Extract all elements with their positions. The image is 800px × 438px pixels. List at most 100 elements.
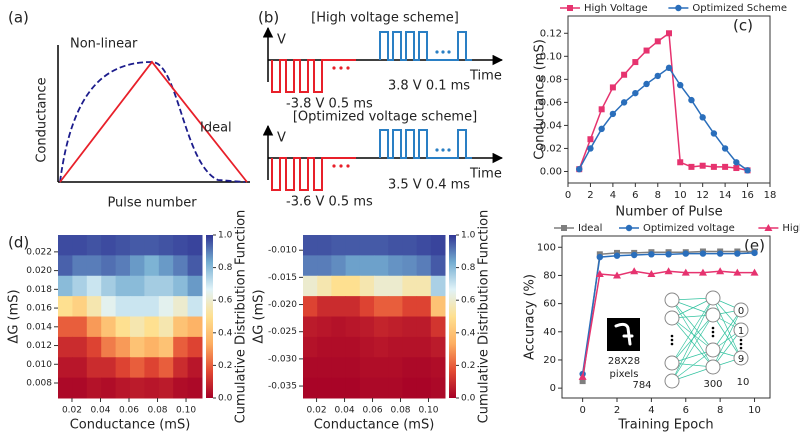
- heatmap-cell: [86, 235, 102, 256]
- heatmap-cell: [101, 296, 117, 317]
- marker: [699, 250, 707, 257]
- heatmap-cell: [345, 336, 361, 358]
- connection: [671, 297, 714, 364]
- x-tick-label: 0.08: [390, 406, 410, 416]
- pulse-label: 3.5 V 0.4 ms: [388, 178, 470, 193]
- y-axis-label: ΔG (mS): [7, 289, 22, 343]
- heatmap-cell: [374, 316, 389, 338]
- heatmap-cell: [317, 336, 332, 358]
- heatmap-cell: [303, 296, 318, 317]
- heatmap-cell: [359, 235, 375, 256]
- panel-label: (d): [8, 234, 29, 252]
- heatmap-cell: [101, 235, 117, 256]
- heatmap-cell: [317, 275, 332, 297]
- y-tick-label: 0.014: [26, 322, 52, 332]
- legend-marker: [675, 4, 682, 12]
- y-tick-label: -0.035: [268, 382, 297, 392]
- heatmap-cell: [158, 336, 174, 358]
- heatmap-cell: [331, 377, 347, 399]
- v-axis-label: V: [277, 131, 286, 146]
- heatmap-cell: [130, 235, 145, 256]
- colorbar-label: Cumulative Distribution Function: [477, 210, 492, 424]
- heatmap-cell: [187, 336, 203, 358]
- heatmap-cell: [303, 316, 318, 338]
- output-label: 1: [738, 326, 744, 337]
- y-tick-label: 20: [543, 355, 556, 366]
- x-tick-label: 0: [579, 405, 585, 416]
- heatmap-cell: [388, 275, 403, 297]
- neuron: [664, 310, 680, 326]
- heatmap-cell: [331, 235, 347, 256]
- heatmap-cell: [72, 255, 88, 277]
- marker: [665, 251, 672, 258]
- neuron: [664, 373, 680, 389]
- heatmap-cell: [303, 357, 318, 379]
- negative-pulses: [271, 157, 356, 191]
- heatmap-cell: [317, 235, 332, 256]
- connection: [712, 314, 742, 359]
- connection: [671, 349, 714, 382]
- marker: [733, 268, 742, 276]
- pulse-label: 3.8 V 0.1 ms: [388, 79, 470, 94]
- heatmap-cell: [115, 275, 131, 297]
- ellipsis-dot: [332, 164, 336, 168]
- positive-pulses: [379, 31, 472, 61]
- heatmap-cell: [86, 336, 102, 358]
- heatmap-cell: [187, 275, 203, 297]
- heatmap-cell: [130, 336, 145, 358]
- heatmap-cell: [101, 316, 117, 338]
- heatmap-cell: [72, 235, 88, 256]
- marker: [579, 378, 586, 385]
- x-tick-label: 2: [587, 190, 593, 201]
- connection: [712, 297, 742, 359]
- colorbar: [449, 235, 456, 398]
- heatmap-cell: [173, 235, 189, 256]
- marker: [598, 106, 605, 113]
- marker: [681, 268, 690, 276]
- heatmap-cell: [402, 357, 418, 379]
- heatmap-cell: [58, 357, 73, 379]
- pulse-label: -3.6 V 0.5 ms: [286, 195, 373, 210]
- heatmap-cell: [345, 275, 361, 297]
- y-tick-label: 100: [537, 242, 556, 253]
- legend-label: Optimized Scheme: [692, 3, 787, 14]
- plot-frame: [561, 235, 771, 399]
- heatmap-cell: [345, 296, 361, 317]
- heatmap-cell: [115, 296, 131, 317]
- colorbar-tick-label: 0.6: [461, 296, 476, 306]
- heatmap-cell: [317, 255, 332, 277]
- colorbar-tick-label: 0.4: [461, 328, 476, 338]
- series-line: [578, 66, 748, 171]
- heatmap-cell: [374, 336, 389, 358]
- heatmap-cell: [144, 357, 160, 379]
- marker: [630, 267, 639, 275]
- scheme-title: [High voltage scheme]: [311, 11, 459, 26]
- ideal-curve: [59, 60, 248, 183]
- heatmap-cell: [72, 296, 88, 317]
- y-axis-label: Conductance (mS): [533, 39, 548, 160]
- marker: [632, 89, 639, 97]
- marker: [677, 159, 684, 166]
- marker: [677, 81, 684, 89]
- neuron: [705, 359, 721, 375]
- heatmap-cell: [317, 357, 332, 379]
- heatmap-cell: [187, 357, 203, 379]
- heatmap-cell: [317, 316, 332, 338]
- heatmap-cell: [187, 377, 203, 399]
- heatmap-cell: [430, 316, 446, 338]
- heatmap-cell: [430, 296, 446, 317]
- ellipsis-dot: [441, 50, 445, 54]
- heatmap-cell: [430, 235, 446, 256]
- y-tick-label: 0.04: [540, 120, 562, 131]
- heatmap-cell: [402, 255, 418, 277]
- heatmap-cell: [72, 336, 88, 358]
- heatmap-cell: [388, 296, 403, 317]
- neuron: [705, 307, 721, 323]
- heatmap-cell: [173, 296, 189, 317]
- y-tick-label: 60: [543, 299, 556, 310]
- heatmap-cell: [144, 336, 160, 358]
- curve-label: Ideal: [200, 121, 232, 136]
- x-tick-label: 0.06: [119, 406, 139, 416]
- panel-label: (a): [8, 9, 29, 27]
- x-tick-label: 0.02: [307, 406, 327, 416]
